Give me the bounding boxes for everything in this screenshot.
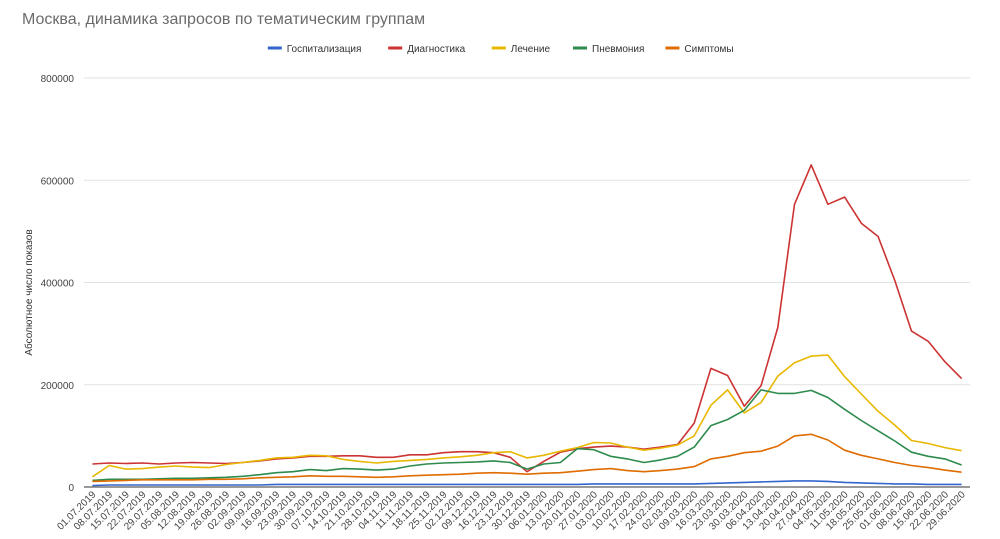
y-tick-label: 0 xyxy=(68,483,74,494)
series-line-3 xyxy=(91,354,962,478)
legend-label: Госпитализация xyxy=(287,44,362,55)
legend-label: Лечение xyxy=(511,44,551,55)
series-line-1 xyxy=(92,480,962,487)
chart-title: Москва, динамика запросов по тематически… xyxy=(22,11,426,28)
y-tick-label: 600000 xyxy=(41,176,75,187)
series-line-4 xyxy=(92,389,962,482)
y-axis-label: Абсолютное число показов xyxy=(23,229,35,355)
y-tick-label: 800000 xyxy=(41,74,75,85)
y-tick-label: 200000 xyxy=(41,381,75,392)
series-line-5 xyxy=(92,433,962,483)
series-line-2 xyxy=(92,164,963,473)
y-tick-label: 400000 xyxy=(41,279,75,290)
legend-label: Диагностика xyxy=(407,44,465,55)
legend-label: Симптомы xyxy=(684,44,733,55)
legend-label: Пневмония xyxy=(592,44,644,55)
